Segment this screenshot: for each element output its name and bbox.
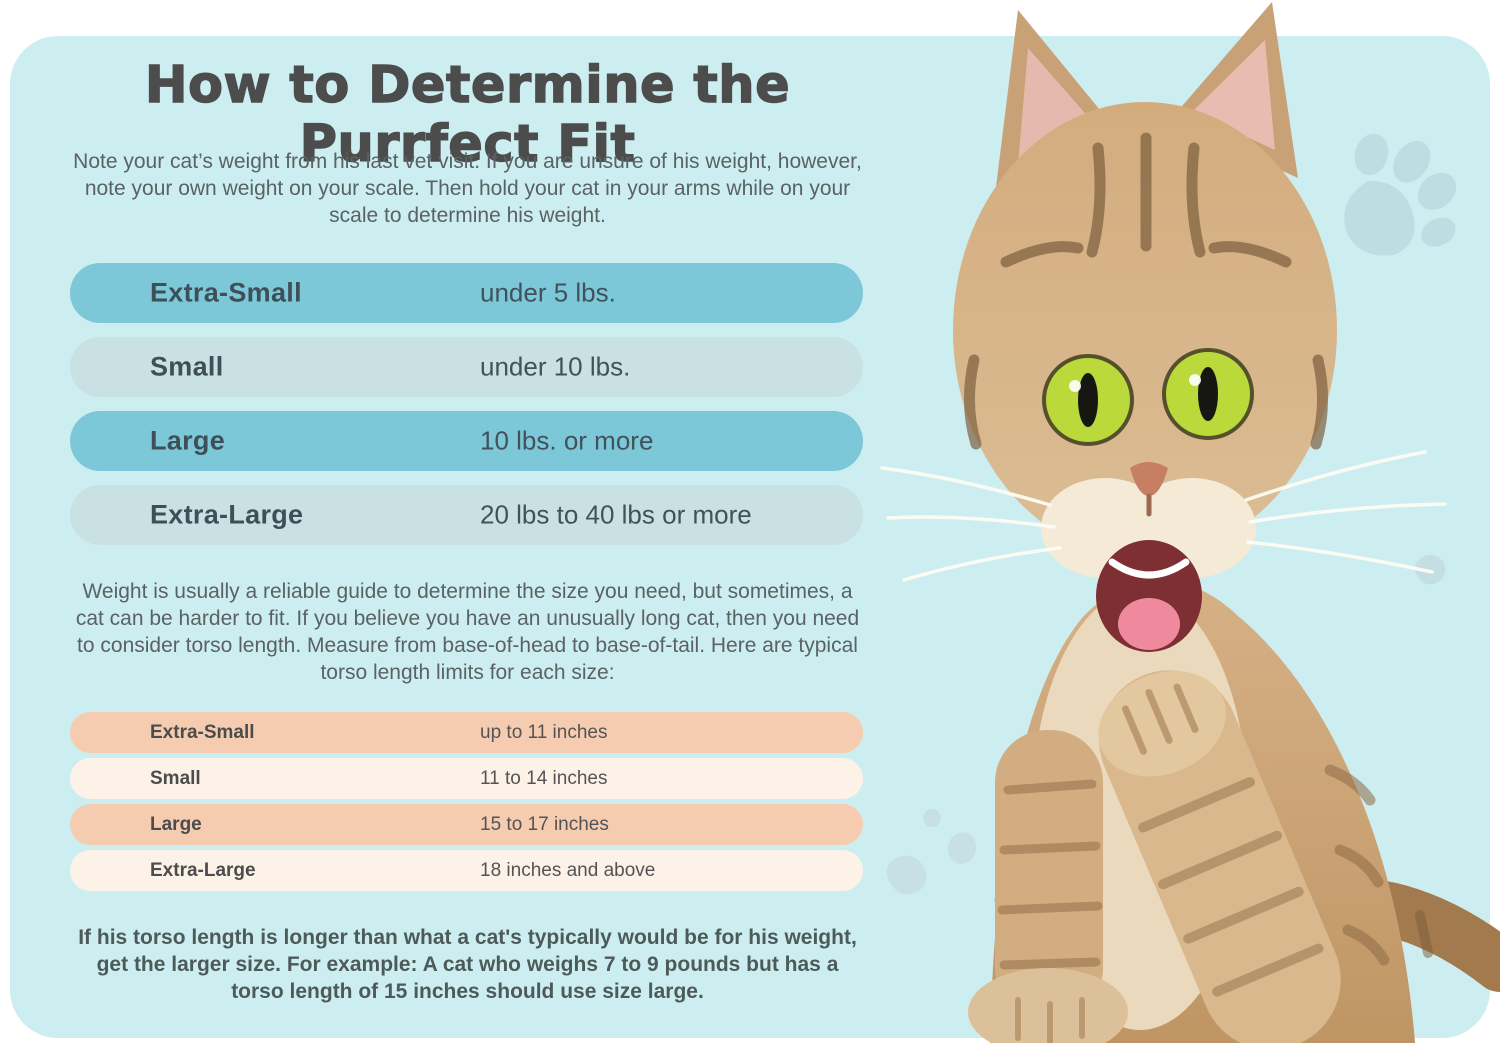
size-label: Extra-Large — [150, 499, 304, 530]
size-label: Extra-Small — [150, 721, 255, 743]
torso-length-table: Extra-Small up to 11 inches Small 11 to … — [70, 712, 863, 896]
torso-paragraph: Weight is usually a reliable guide to de… — [75, 580, 860, 684]
weight-size-table: Extra-Small under 5 lbs. Small under 10 … — [70, 263, 863, 559]
page-title: How to Determine the Purrfect Fit — [144, 55, 791, 174]
table-row: Extra-Small up to 11 inches — [70, 712, 863, 753]
size-value: under 10 lbs. — [480, 351, 631, 382]
table-row: Extra-Small under 5 lbs. — [70, 263, 863, 323]
table-row: Large 10 lbs. or more — [70, 411, 863, 471]
size-value: 18 inches and above — [480, 859, 656, 881]
size-value: under 5 lbs. — [480, 277, 616, 308]
cat-raised-paw — [1098, 670, 1341, 1043]
table-row: Small under 10 lbs. — [70, 337, 863, 397]
cat-eyes — [1042, 348, 1254, 446]
size-label: Small — [150, 351, 224, 382]
table-row: Large 15 to 17 inches — [70, 804, 863, 845]
size-value: up to 11 inches — [480, 721, 608, 743]
size-value: 15 to 17 inches — [480, 813, 609, 835]
size-value: 10 lbs. or more — [480, 425, 654, 456]
size-label: Large — [150, 813, 202, 835]
table-row: Small 11 to 14 inches — [70, 758, 863, 799]
size-value: 20 lbs to 40 lbs or more — [480, 499, 752, 530]
cat-head — [953, 102, 1337, 558]
size-value: 11 to 14 inches — [480, 767, 608, 789]
size-label: Small — [150, 767, 201, 789]
table-row: Extra-Large 20 lbs to 40 lbs or more — [70, 485, 863, 545]
cat-whiskers — [880, 450, 1447, 582]
size-label: Extra-Large — [150, 859, 256, 881]
intro-paragraph: Note your cat’s weight from his last vet… — [73, 150, 862, 227]
table-row: Extra-Large 18 inches and above — [70, 850, 863, 891]
cat-front-leg — [968, 730, 1128, 1043]
cat-tabby-stripes — [964, 132, 1328, 450]
size-label: Large — [150, 425, 226, 456]
size-label: Extra-Small — [150, 277, 302, 308]
cat-open-mouth — [1096, 540, 1202, 652]
footer-note: If his torso length is longer than what … — [78, 926, 857, 1003]
cat-photo — [880, 2, 1500, 1043]
